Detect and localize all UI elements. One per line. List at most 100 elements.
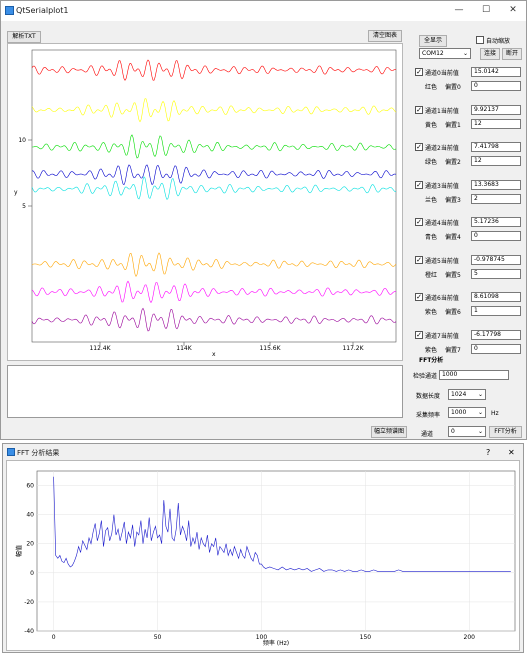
- fft-length-value: 1024: [451, 391, 467, 398]
- channel-waveform: [31, 307, 397, 332]
- fft-y-tick-label: -20: [24, 599, 34, 606]
- fft-app-icon: [7, 448, 15, 456]
- fft-rate-select[interactable]: 1000 ⌄: [448, 407, 486, 418]
- channel-offset-input[interactable]: 12: [471, 156, 521, 166]
- fft-y-tick-label: -40: [24, 628, 34, 635]
- channel-checkbox[interactable]: ✓: [415, 255, 423, 264]
- channel-waveform: [31, 59, 397, 81]
- plot-area: [31, 49, 397, 343]
- channel-offset-input[interactable]: 5: [471, 268, 521, 279]
- x-tick-label: 117.2K: [342, 345, 364, 352]
- disconnect-button[interactable]: 断开: [502, 48, 522, 60]
- channel-value[interactable]: 13.3683: [471, 179, 521, 190]
- fft-y-tick-label: 20: [26, 541, 34, 548]
- help-button[interactable]: ?: [486, 448, 491, 457]
- auto-scale-label: 自动缩放: [486, 38, 511, 45]
- channel-offset-label: 偏置0: [445, 84, 461, 91]
- channel-label: 通道6当前值: [425, 295, 459, 302]
- clear-chart-button[interactable]: 清空图表: [368, 30, 402, 42]
- channel-label: 通道4当前值: [425, 220, 459, 227]
- fft-analyze-button[interactable]: FFT分析: [489, 426, 522, 438]
- main-plot[interactable]: 10 5 112.4K 114K 115.6K 117.2K y x: [7, 43, 403, 361]
- fft-channel-select-value: 0: [451, 428, 455, 435]
- channel-waveform: [31, 98, 397, 123]
- title-bar: QtSerialplot1 — ☐ ✕: [1, 1, 526, 21]
- channel-checkbox[interactable]: ✓: [415, 293, 423, 301]
- channel-color-label: 绿色: [425, 159, 438, 166]
- parse-txt-button[interactable]: 解析TXT: [7, 31, 41, 43]
- channel-offset-input[interactable]: 0: [471, 343, 521, 354]
- fft-close-button[interactable]: ✕: [508, 448, 515, 457]
- channel-checkbox[interactable]: ✓: [415, 180, 423, 189]
- channel-value[interactable]: 5.17236: [471, 217, 521, 227]
- channel-label: 通道7当前值: [425, 332, 459, 340]
- channel-value[interactable]: -0.978745: [471, 254, 521, 265]
- channel-offset-input[interactable]: 0: [471, 231, 521, 241]
- auto-scale-checkbox[interactable]: [476, 36, 484, 44]
- channel-waveform: [32, 134, 397, 159]
- fft-channel-input[interactable]: 1000: [439, 370, 509, 380]
- channel-value[interactable]: 15.0142: [471, 67, 521, 77]
- channel-checkbox[interactable]: ✓: [415, 218, 423, 226]
- fft-y-tick-label: 60: [26, 483, 34, 490]
- x-axis-label: x: [212, 351, 216, 358]
- log-textarea[interactable]: [7, 365, 403, 418]
- channel-waveform: [31, 252, 397, 278]
- channel-waveform: [31, 176, 396, 200]
- channel-offset-label: 偏置6: [445, 309, 461, 316]
- main-plot-canvas[interactable]: 10 5 112.4K 114K 115.6K 117.2K y x: [8, 44, 402, 360]
- channel-offset-input[interactable]: 12: [471, 118, 521, 129]
- channel-checkbox[interactable]: ✓: [415, 330, 423, 339]
- fft-rate-unit: Hz: [491, 410, 499, 417]
- channel-color-label: 紫色: [425, 309, 438, 316]
- port-select[interactable]: COM12 ⌄: [419, 48, 471, 59]
- minimize-button[interactable]: —: [454, 5, 464, 15]
- fft-length-label: 数据长度: [416, 393, 441, 400]
- channel-checkbox[interactable]: ✓: [415, 68, 423, 76]
- channel-label: 通道3当前值: [425, 182, 459, 190]
- channel-offset-input[interactable]: 1: [471, 306, 521, 316]
- channel-offset-label: 偏置3: [445, 196, 461, 204]
- channel-offset-label: 偏置2: [445, 159, 461, 166]
- fft-y-tick-label: 0: [30, 570, 34, 577]
- channel-offset-input[interactable]: 2: [471, 193, 521, 204]
- fft-x-tick-label: 100: [256, 634, 268, 641]
- channel-checkbox[interactable]: ✓: [415, 105, 423, 114]
- channel-offset-label: 偏置5: [445, 271, 461, 279]
- fft-x-tick-label: 150: [360, 634, 372, 641]
- fft-window: FFT 分析结果 ? ✕ 60 40 20 0 -20 -40 0 50 100 150 200 …: [2, 443, 524, 653]
- fft-rate-label: 采集频率: [416, 412, 441, 419]
- maximize-button[interactable]: ☐: [481, 5, 491, 15]
- connect-button[interactable]: 连接: [480, 48, 500, 60]
- channel-label: 通道5当前值: [425, 257, 459, 265]
- fft-window-title: FFT 分析结果: [17, 449, 60, 457]
- close-button[interactable]: ✕: [509, 5, 517, 15]
- channel-offset-input[interactable]: 0: [471, 81, 521, 91]
- channel-color-label: 兰色: [425, 196, 438, 204]
- chevron-down-icon: ⌄: [477, 409, 483, 416]
- fft-length-select[interactable]: 1024 ⌄: [448, 389, 486, 400]
- channel-value[interactable]: 8.61098: [471, 292, 521, 302]
- show-all-button[interactable]: 全显示: [419, 35, 447, 47]
- x-tick-label: 114K: [176, 345, 192, 352]
- x-tick-label: 115.6K: [259, 345, 281, 352]
- show-spectrum-button[interactable]: 幅立频谱图: [371, 426, 407, 438]
- channel-checkbox[interactable]: ✓: [415, 143, 423, 151]
- channel-value[interactable]: -6.17798: [471, 329, 521, 340]
- channel-color-label: 红色: [425, 84, 438, 91]
- y-axis-label: y: [14, 189, 18, 196]
- channel-waveform: [31, 164, 397, 186]
- fft-plot[interactable]: 60 40 20 0 -20 -40 0 50 100 150 200 幅值 频率 (Hz): [6, 460, 520, 651]
- channel-value[interactable]: 7.41798: [471, 142, 521, 152]
- chevron-down-icon: ⌄: [477, 428, 483, 435]
- chevron-down-icon: ⌄: [462, 50, 468, 57]
- channel-waveform: [31, 280, 397, 304]
- channel-color-label: 紫色: [425, 346, 438, 354]
- channel-color-label: 青色: [425, 234, 438, 241]
- fft-x-tick-label: 200: [464, 634, 476, 641]
- fft-channel-select[interactable]: 0 ⌄: [448, 426, 486, 437]
- window-title: QtSerialplot1: [16, 6, 69, 15]
- channel-value[interactable]: 9.92137: [471, 104, 521, 115]
- main-window: QtSerialplot1 — ☐ ✕ 解析TXT 清空图表 10 5 112.4…: [0, 0, 527, 440]
